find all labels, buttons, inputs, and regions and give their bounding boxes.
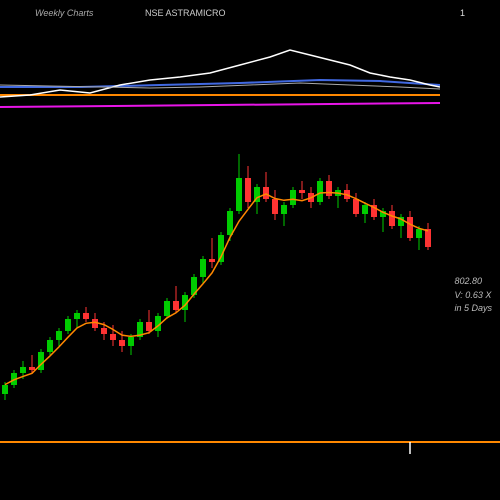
header-left-text: Weekly Charts	[35, 8, 93, 18]
info-ratio: V: 0.63 X	[454, 289, 492, 303]
candlestick-chart	[0, 130, 440, 430]
volume-panel	[0, 440, 500, 455]
symbol-text: NSE ASTRAMICRO	[145, 8, 226, 18]
info-price: 802.80	[454, 275, 492, 289]
volume-chart	[0, 440, 500, 455]
candlestick-panel	[0, 130, 440, 430]
header-right-text: 1	[460, 8, 465, 18]
indicator-chart	[0, 25, 440, 120]
indicator-panel	[0, 25, 440, 120]
price-info-box: 802.80 V: 0.63 X in 5 Days	[454, 275, 492, 316]
info-period: in 5 Days	[454, 302, 492, 316]
